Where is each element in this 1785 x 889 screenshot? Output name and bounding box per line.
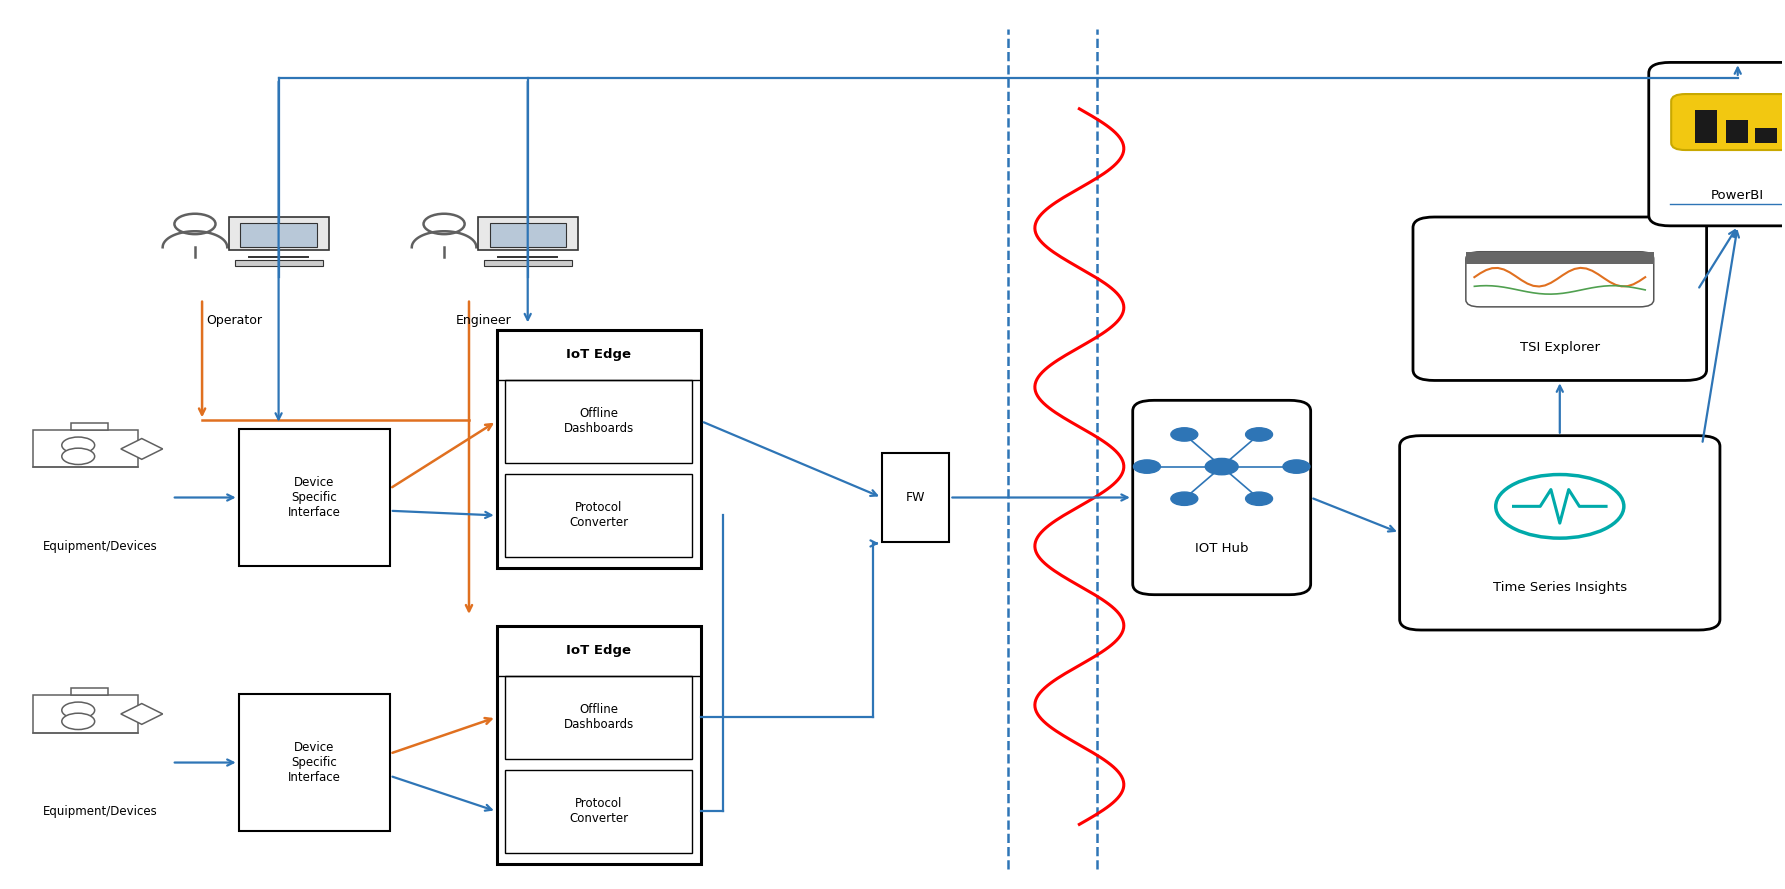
Bar: [228, 217, 328, 250]
Text: Device
Specific
Interface: Device Specific Interface: [287, 476, 341, 519]
Text: Equipment/Devices: Equipment/Devices: [43, 805, 159, 818]
Bar: [71, 688, 109, 695]
Circle shape: [62, 702, 95, 718]
Circle shape: [62, 713, 95, 730]
Text: Operator: Operator: [205, 315, 262, 327]
Text: Device
Specific
Interface: Device Specific Interface: [287, 741, 341, 784]
FancyBboxPatch shape: [1414, 217, 1706, 380]
Text: TSI Explorer: TSI Explorer: [1519, 340, 1599, 354]
Circle shape: [62, 437, 95, 453]
Bar: [505, 676, 693, 758]
Circle shape: [1171, 492, 1198, 506]
Bar: [505, 380, 693, 462]
Bar: [1465, 252, 1653, 264]
Bar: [239, 429, 389, 566]
Bar: [496, 330, 702, 568]
Bar: [484, 260, 571, 266]
Circle shape: [1246, 492, 1273, 506]
Bar: [1694, 110, 1717, 143]
Text: Offline
Dashboards: Offline Dashboards: [564, 407, 634, 436]
Text: PowerBI: PowerBI: [1712, 188, 1764, 202]
Circle shape: [423, 213, 464, 234]
Bar: [71, 423, 109, 430]
Bar: [489, 223, 566, 246]
Text: Protocol
Converter: Protocol Converter: [569, 501, 628, 530]
Bar: [505, 770, 693, 853]
Circle shape: [1171, 428, 1198, 441]
FancyBboxPatch shape: [1133, 400, 1310, 595]
Text: Engineer: Engineer: [455, 315, 511, 327]
Circle shape: [1205, 459, 1239, 475]
Bar: [239, 694, 389, 831]
Circle shape: [62, 448, 95, 464]
Circle shape: [1246, 428, 1273, 441]
Text: FW: FW: [905, 491, 925, 504]
Circle shape: [175, 213, 216, 234]
Text: IoT Edge: IoT Edge: [566, 348, 632, 361]
Text: Equipment/Devices: Equipment/Devices: [43, 540, 159, 553]
Bar: [882, 453, 950, 541]
Circle shape: [1133, 460, 1160, 473]
Polygon shape: [121, 438, 162, 460]
Circle shape: [1283, 460, 1310, 473]
Bar: [34, 430, 137, 468]
Text: IoT Edge: IoT Edge: [566, 645, 632, 657]
FancyBboxPatch shape: [1399, 436, 1721, 630]
Bar: [1726, 120, 1748, 143]
FancyBboxPatch shape: [1671, 94, 1785, 150]
Circle shape: [1496, 475, 1624, 538]
Bar: [496, 626, 702, 864]
Polygon shape: [121, 703, 162, 725]
Text: IOT Hub: IOT Hub: [1194, 542, 1248, 556]
Bar: [505, 474, 693, 557]
Text: Time Series Insights: Time Series Insights: [1492, 581, 1626, 594]
FancyBboxPatch shape: [1465, 252, 1653, 307]
Bar: [34, 695, 137, 733]
Bar: [241, 223, 316, 246]
Text: Protocol
Converter: Protocol Converter: [569, 797, 628, 825]
Bar: [478, 217, 578, 250]
FancyBboxPatch shape: [1649, 62, 1785, 226]
Bar: [234, 260, 323, 266]
Text: Offline
Dashboards: Offline Dashboards: [564, 703, 634, 731]
Bar: [1755, 128, 1776, 143]
